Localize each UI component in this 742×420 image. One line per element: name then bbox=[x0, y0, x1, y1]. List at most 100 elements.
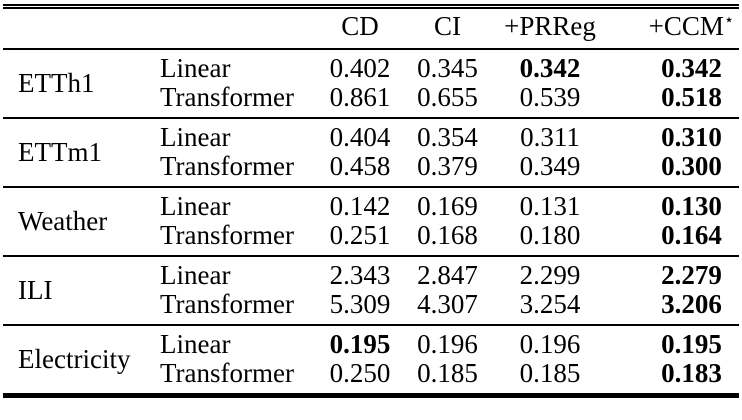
cell-value: 0.342 bbox=[661, 53, 722, 83]
cell-value: 2.847 bbox=[417, 260, 478, 290]
cell-value: 0.539 bbox=[519, 82, 581, 112]
cell-ci: 0.354 bbox=[405, 118, 490, 152]
method-label: Transformer bbox=[160, 358, 294, 388]
cell-ci: 0.196 bbox=[405, 325, 490, 359]
cell-cd: 0.142 bbox=[315, 187, 405, 221]
table-row: Transformer 0.250 0.185 0.185 0.183 bbox=[3, 359, 739, 396]
dataset-label: ETTm1 bbox=[18, 137, 102, 167]
cell-value: 5.309 bbox=[329, 289, 391, 319]
cell-value: 0.655 bbox=[417, 82, 478, 112]
table-row: ETTm1 Linear 0.404 0.354 0.311 0.310 bbox=[3, 118, 739, 167]
cell-ccm: 0.300 bbox=[610, 152, 739, 187]
cell-cd: 5.309 bbox=[315, 290, 405, 325]
dataset-group-electricity: Electricity Linear 0.195 0.196 0.196 0.1… bbox=[3, 325, 739, 396]
dataset-group-ili: ILI Linear 2.343 2.847 2.299 2.279 Trans… bbox=[3, 256, 739, 325]
ccm-label: +CCM bbox=[648, 11, 724, 41]
cell-cd: 0.251 bbox=[315, 221, 405, 256]
cell-prreg: 3.254 bbox=[490, 290, 610, 325]
cell-ci: 0.169 bbox=[405, 187, 490, 221]
cell-value: 0.342 bbox=[519, 53, 581, 83]
cell-ci: 4.307 bbox=[405, 290, 490, 325]
dataset-group-etth1: ETTh1 Linear 0.402 0.345 0.342 0.342 Tra… bbox=[3, 49, 739, 118]
cell-cd: 0.404 bbox=[315, 118, 405, 152]
column-header-prreg: +PRReg bbox=[504, 11, 596, 41]
method-label: Transformer bbox=[160, 151, 294, 181]
cell-value: 0.349 bbox=[519, 151, 581, 181]
cell-ci: 0.655 bbox=[405, 83, 490, 118]
dataset-label: Electricity bbox=[18, 344, 131, 374]
method-label: Transformer bbox=[160, 82, 294, 112]
cell-ci: 0.185 bbox=[405, 359, 490, 396]
cell-value: 3.206 bbox=[661, 289, 722, 319]
cell-cd: 0.250 bbox=[315, 359, 405, 396]
cell-value: 0.404 bbox=[329, 122, 391, 152]
cell-ccm: 2.279 bbox=[610, 256, 739, 290]
cell-value: 0.458 bbox=[329, 151, 391, 181]
table-row: Transformer 0.458 0.379 0.349 0.300 bbox=[3, 152, 739, 187]
cell-value: 0.861 bbox=[329, 82, 391, 112]
cell-value: 0.310 bbox=[661, 122, 722, 152]
cell-prreg: 2.299 bbox=[490, 256, 610, 290]
table-row: Weather Linear 0.142 0.169 0.131 0.130 bbox=[3, 187, 739, 236]
cell-value: 2.343 bbox=[329, 260, 391, 290]
dataset-label: Weather bbox=[18, 206, 108, 236]
cell-value: 0.379 bbox=[417, 151, 478, 181]
cell-value: 0.354 bbox=[417, 122, 478, 152]
method-label: Linear bbox=[160, 191, 231, 221]
cell-value: 0.196 bbox=[519, 329, 581, 359]
cell-value: 0.168 bbox=[417, 220, 478, 250]
table-header: CD CI +PRReg +CCM⋆ bbox=[3, 7, 739, 50]
cell-value: 0.169 bbox=[417, 191, 478, 221]
cell-prreg: 0.185 bbox=[490, 359, 610, 396]
cell-ci: 0.379 bbox=[405, 152, 490, 187]
cell-prreg: 0.180 bbox=[490, 221, 610, 256]
method-label: Transformer bbox=[160, 289, 294, 319]
table-row: Transformer 0.251 0.168 0.180 0.164 bbox=[3, 221, 739, 256]
cell-ccm: 3.206 bbox=[610, 290, 739, 325]
cell-value: 0.164 bbox=[661, 220, 722, 250]
cell-cd: 0.861 bbox=[315, 83, 405, 118]
cell-ccm: 0.195 bbox=[610, 325, 739, 359]
cell-prreg: 0.539 bbox=[490, 83, 610, 118]
cell-cd: 0.458 bbox=[315, 152, 405, 187]
cell-value: 0.300 bbox=[661, 151, 722, 181]
cell-value: 4.307 bbox=[417, 289, 478, 319]
method-label: Transformer bbox=[160, 220, 294, 250]
cell-value: 0.311 bbox=[520, 122, 580, 152]
cell-prreg: 0.349 bbox=[490, 152, 610, 187]
table-row: ILI Linear 2.343 2.847 2.299 2.279 bbox=[3, 256, 739, 305]
dataset-group-ettm1: ETTm1 Linear 0.404 0.354 0.311 0.310 Tra… bbox=[3, 118, 739, 187]
method-label: Linear bbox=[160, 329, 231, 359]
cell-value: 0.185 bbox=[417, 358, 478, 388]
cell-ccm: 0.342 bbox=[610, 49, 739, 83]
cell-value: 0.142 bbox=[329, 191, 391, 221]
cell-cd: 2.343 bbox=[315, 256, 405, 290]
cell-ci: 0.345 bbox=[405, 49, 490, 83]
table-row: Transformer 5.309 4.307 3.254 3.206 bbox=[3, 290, 739, 325]
cell-prreg: 0.131 bbox=[490, 187, 610, 221]
cell-value: 0.251 bbox=[329, 220, 391, 250]
column-header-ccm: +CCM⋆ bbox=[610, 7, 739, 50]
header-method-spacer bbox=[160, 7, 315, 50]
cell-value: 0.130 bbox=[661, 191, 722, 221]
star-superscript: ⋆ bbox=[723, 10, 735, 29]
cell-value: 0.250 bbox=[329, 358, 391, 388]
cell-value: 2.299 bbox=[519, 260, 581, 290]
cell-cd: 0.402 bbox=[315, 49, 405, 83]
cell-ccm: 0.183 bbox=[610, 359, 739, 396]
table-row: ETTh1 Linear 0.402 0.345 0.342 0.342 bbox=[3, 49, 739, 98]
method-label: Linear bbox=[160, 260, 231, 290]
cell-value: 0.196 bbox=[417, 329, 478, 359]
cell-ccm: 0.310 bbox=[610, 118, 739, 152]
table-row: Transformer 0.861 0.655 0.539 0.518 bbox=[3, 83, 739, 118]
cell-ccm: 0.518 bbox=[610, 83, 739, 118]
cell-value: 0.195 bbox=[329, 329, 391, 359]
cell-value: 0.518 bbox=[661, 82, 722, 112]
header-row: CD CI +PRReg +CCM⋆ bbox=[3, 7, 739, 50]
cell-value: 0.195 bbox=[661, 329, 722, 359]
cell-ci: 2.847 bbox=[405, 256, 490, 290]
cell-value: 0.183 bbox=[661, 358, 722, 388]
cell-prreg: 0.342 bbox=[490, 49, 610, 83]
cell-value: 0.131 bbox=[519, 191, 581, 221]
dataset-group-weather: Weather Linear 0.142 0.169 0.131 0.130 T… bbox=[3, 187, 739, 256]
